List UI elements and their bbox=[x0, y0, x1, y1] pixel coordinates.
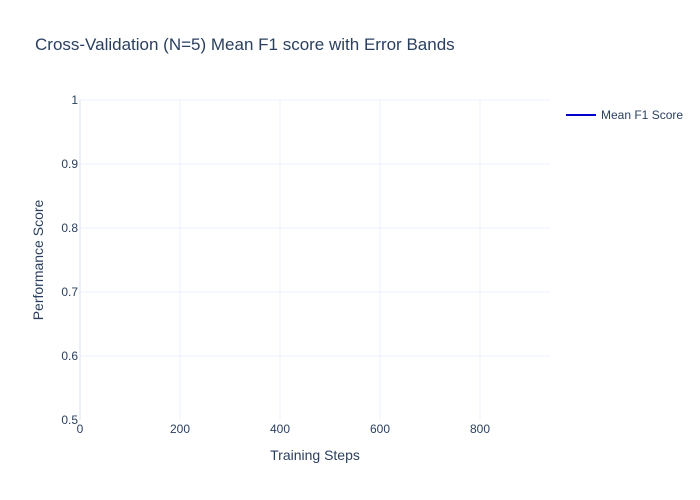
x-tick-label: 400 bbox=[270, 422, 290, 436]
y-tick-label: 1 bbox=[71, 93, 78, 107]
y-tick-label: 0.8 bbox=[61, 221, 78, 235]
y-tick-label: 0.7 bbox=[61, 285, 78, 299]
y-axis-ticks: 0.5 0.6 0.7 0.8 0.9 1 bbox=[61, 93, 78, 427]
legend[interactable]: Mean F1 Score bbox=[566, 108, 683, 122]
grid-lines bbox=[79, 99, 550, 420]
x-axis-ticks: 0 200 400 600 800 bbox=[77, 422, 491, 436]
y-axis-title: Performance Score bbox=[30, 199, 46, 320]
y-tick-label: 0.6 bbox=[61, 349, 78, 363]
x-tick-label: 800 bbox=[470, 422, 490, 436]
legend-label[interactable]: Mean F1 Score bbox=[601, 108, 683, 122]
y-tick-label: 0.9 bbox=[61, 157, 78, 171]
x-tick-label: 0 bbox=[77, 422, 84, 436]
x-tick-label: 600 bbox=[370, 422, 390, 436]
x-tick-label: 200 bbox=[170, 422, 190, 436]
y-tick-label: 0.5 bbox=[61, 413, 78, 427]
x-axis-title: Training Steps bbox=[270, 447, 360, 463]
chart-title: Cross-Validation (N=5) Mean F1 score wit… bbox=[35, 35, 455, 54]
